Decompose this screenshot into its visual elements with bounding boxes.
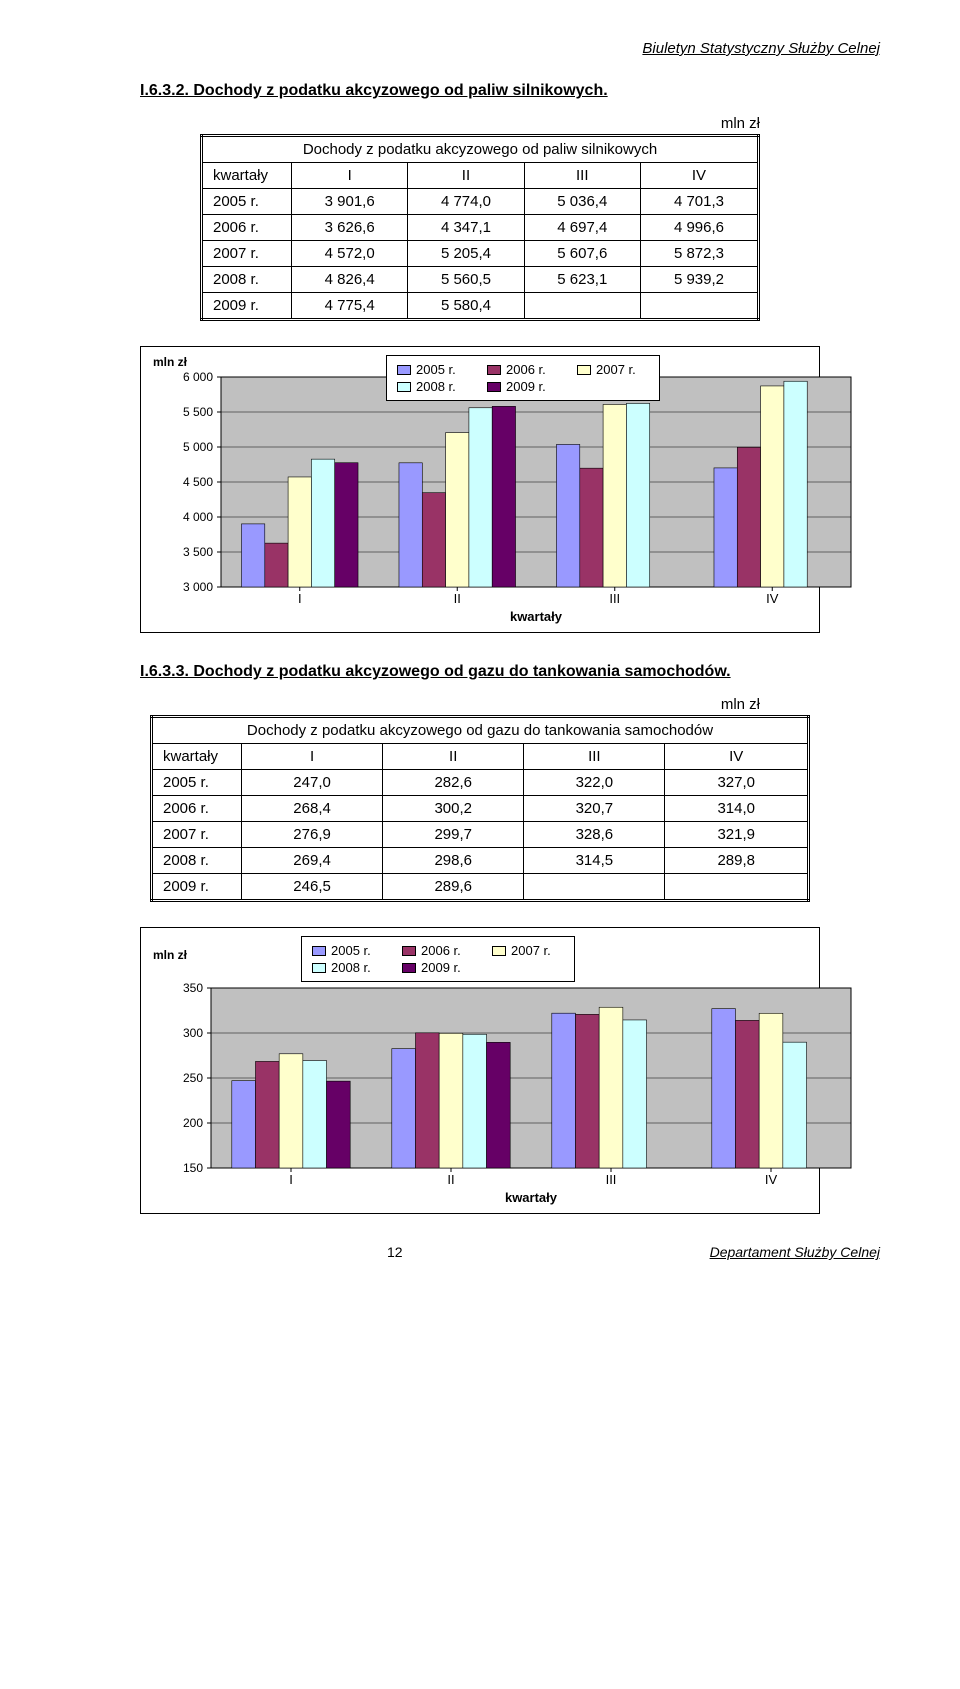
svg-text:I: I [298,591,302,606]
chart-1: mln zł 2005 r.2006 r.2007 r.2008 r.2009 … [140,346,820,633]
chart2-ylabel: mln zł [153,948,187,962]
svg-text:6 000: 6 000 [183,370,213,384]
chart2-legend: 2005 r.2006 r.2007 r.2008 r.2009 r. [301,936,575,982]
chart1-legend: 2005 r.2006 r.2007 r.2008 r.2009 r. [386,355,660,401]
footer-dept: Departament Służby Celnej [710,1244,880,1260]
svg-text:III: III [609,591,620,606]
svg-text:5 000: 5 000 [183,440,213,454]
svg-text:IV: IV [765,1172,778,1187]
section-2-title: I.6.3.3. Dochody z podatku akcyzowego od… [140,663,880,681]
unit-1: mln zł [80,115,760,132]
svg-text:IV: IV [766,591,779,606]
svg-text:III: III [606,1172,617,1187]
section-1-title: I.6.3.2. Dochody z podatku akcyzowego od… [140,82,880,100]
svg-text:5 500: 5 500 [183,405,213,419]
svg-text:kwartały: kwartały [505,1190,558,1205]
svg-text:350: 350 [183,981,203,995]
svg-text:300: 300 [183,1026,203,1040]
chart1-ylabel: mln zł [153,355,187,369]
page-header: Biuletyn Statystyczny Służby Celnej [80,40,880,57]
svg-text:3 500: 3 500 [183,545,213,559]
table-1: Dochody z podatku akcyzowego od paliw si… [200,134,760,321]
svg-text:I: I [289,1172,293,1187]
svg-text:150: 150 [183,1161,203,1175]
svg-text:II: II [454,591,461,606]
svg-text:4 500: 4 500 [183,475,213,489]
svg-text:200: 200 [183,1116,203,1130]
unit-2: mln zł [80,696,760,713]
chart-2: mln zł 2005 r.2006 r.2007 r.2008 r.2009 … [140,927,820,1214]
table-2: Dochody z podatku akcyzowego od gazu do … [150,715,810,902]
svg-text:3 000: 3 000 [183,580,213,594]
svg-text:II: II [447,1172,454,1187]
svg-text:4 000: 4 000 [183,510,213,524]
svg-text:kwartały: kwartały [510,609,563,624]
page-number: 12 [387,1244,403,1260]
svg-text:250: 250 [183,1071,203,1085]
